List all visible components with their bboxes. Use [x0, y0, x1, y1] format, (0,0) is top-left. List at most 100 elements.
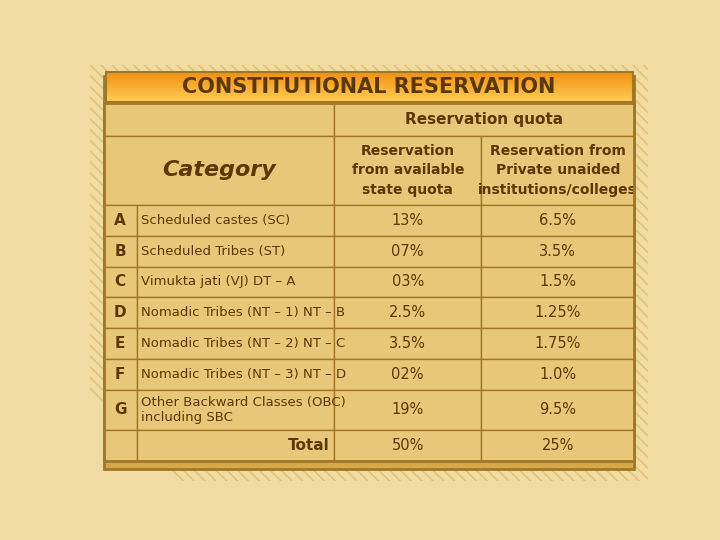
Bar [482, 328, 634, 359]
Text: 6.5%: 6.5% [539, 213, 576, 228]
Text: B: B [114, 244, 126, 259]
Text: 50%: 50% [392, 438, 424, 453]
Bar [137, 390, 334, 430]
Text: 02%: 02% [392, 367, 424, 382]
Bar [482, 205, 634, 236]
Bar [106, 99, 632, 100]
Bar [106, 97, 632, 98]
Bar [334, 430, 482, 461]
Bar [137, 328, 334, 359]
Text: CONSTITUTIONAL RESERVATION: CONSTITUTIONAL RESERVATION [182, 77, 556, 97]
Bar [106, 86, 632, 87]
Bar [104, 390, 137, 430]
Text: F: F [115, 367, 125, 382]
Bar [137, 430, 334, 461]
Bar [106, 81, 632, 82]
Bar [334, 236, 482, 267]
Text: Category: Category [162, 160, 276, 180]
Bar [334, 298, 482, 328]
Bar [104, 328, 137, 359]
Bar [482, 236, 634, 267]
Bar [482, 298, 634, 328]
Bar [104, 136, 334, 205]
Text: Total: Total [288, 438, 330, 453]
Bar [104, 103, 334, 136]
Text: 2.5%: 2.5% [390, 305, 426, 320]
Text: 25%: 25% [541, 438, 574, 453]
Bar [106, 75, 632, 76]
Bar [104, 359, 137, 390]
Text: Reservation from
Private unaided
institutions/colleges: Reservation from Private unaided institu… [478, 144, 637, 197]
Bar [104, 298, 137, 328]
Bar [334, 205, 482, 236]
Bar [106, 76, 632, 77]
Bar [137, 236, 334, 267]
Bar [106, 92, 632, 93]
Bar [106, 80, 632, 81]
Text: 1.5%: 1.5% [539, 274, 576, 289]
Bar [106, 78, 632, 79]
Bar [106, 72, 632, 102]
Bar [137, 205, 334, 236]
Bar [482, 267, 634, 298]
Bar [106, 98, 632, 99]
Text: Scheduled castes (SC): Scheduled castes (SC) [141, 214, 290, 227]
Bar [137, 267, 334, 298]
Text: Vimukta jati (VJ) DT – A: Vimukta jati (VJ) DT – A [141, 275, 296, 288]
Bar [104, 205, 137, 236]
Text: 3.5%: 3.5% [390, 336, 426, 351]
Text: 13%: 13% [392, 213, 424, 228]
Bar [106, 79, 632, 80]
Bar [106, 91, 632, 92]
Text: 3.5%: 3.5% [539, 244, 576, 259]
Bar [482, 136, 634, 205]
Bar [106, 95, 632, 96]
Bar [104, 236, 137, 267]
Bar [106, 96, 632, 97]
Bar [106, 90, 632, 91]
Bar [334, 136, 482, 205]
Bar [106, 94, 632, 95]
Text: Reservation
from available
state quota: Reservation from available state quota [351, 144, 464, 197]
Bar [482, 430, 634, 461]
Bar [106, 85, 632, 86]
Bar [334, 359, 482, 390]
Text: 19%: 19% [392, 402, 424, 417]
Text: 03%: 03% [392, 274, 424, 289]
Text: Reservation quota: Reservation quota [405, 112, 563, 127]
Bar [106, 101, 632, 102]
Bar [106, 83, 632, 84]
Bar [106, 88, 632, 89]
Text: 1.0%: 1.0% [539, 367, 576, 382]
Bar [106, 73, 632, 74]
Text: 1.75%: 1.75% [534, 336, 581, 351]
Text: Nomadic Tribes (NT – 1) NT – B: Nomadic Tribes (NT – 1) NT – B [141, 306, 346, 319]
Bar [104, 430, 137, 461]
Bar [106, 82, 632, 83]
Text: Nomadic Tribes (NT – 2) NT – C: Nomadic Tribes (NT – 2) NT – C [141, 337, 346, 350]
Bar [137, 359, 334, 390]
Bar [482, 359, 634, 390]
Bar [106, 87, 632, 88]
Text: 9.5%: 9.5% [539, 402, 576, 417]
Bar [106, 93, 632, 94]
Bar [334, 328, 482, 359]
Bar [104, 103, 634, 461]
Bar [106, 74, 632, 75]
Text: E: E [115, 336, 125, 351]
Text: 07%: 07% [392, 244, 424, 259]
Bar [106, 100, 632, 101]
Bar [137, 298, 334, 328]
Bar [334, 267, 482, 298]
Text: 1.25%: 1.25% [534, 305, 581, 320]
Bar [104, 267, 137, 298]
Text: Nomadic Tribes (NT – 3) NT – D: Nomadic Tribes (NT – 3) NT – D [141, 368, 346, 381]
Bar [106, 84, 632, 85]
Bar [106, 89, 632, 90]
Text: G: G [114, 402, 127, 417]
Bar [106, 77, 632, 78]
Text: C: C [114, 274, 126, 289]
Text: Other Backward Classes (OBC)
including SBC: Other Backward Classes (OBC) including S… [141, 396, 346, 424]
Text: A: A [114, 213, 126, 228]
Bar [334, 390, 482, 430]
